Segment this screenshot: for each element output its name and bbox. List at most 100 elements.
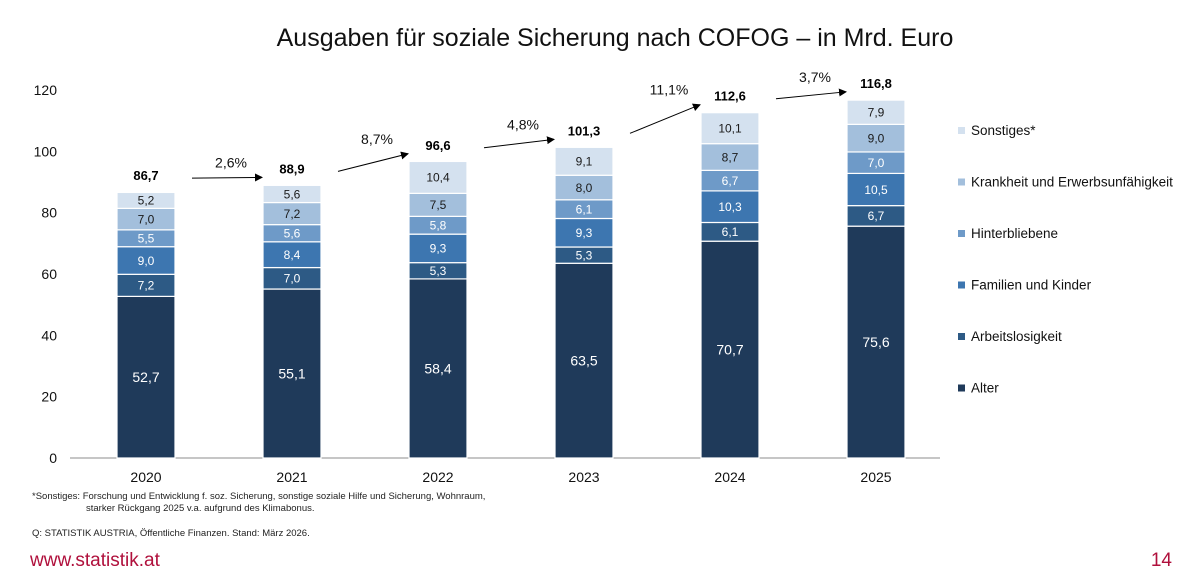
legend-label: Alter bbox=[971, 381, 999, 396]
legend-label: Sonstiges* bbox=[971, 123, 1036, 138]
chart-title: Ausgaben für soziale Sicherung nach COFO… bbox=[276, 24, 954, 52]
y-tick-label: 60 bbox=[41, 266, 57, 282]
x-tick-label: 2023 bbox=[568, 469, 599, 485]
y-tick-label: 100 bbox=[34, 143, 58, 159]
legend-swatch bbox=[958, 127, 965, 134]
total-label: 116,8 bbox=[860, 76, 892, 91]
segment-label: 7,5 bbox=[430, 198, 447, 212]
segment-label: 8,0 bbox=[576, 181, 593, 195]
footnote: *Sonstiges: Forschung und Entwicklung f.… bbox=[32, 491, 485, 515]
segment-label: 10,4 bbox=[426, 171, 450, 185]
x-tick-label: 2021 bbox=[276, 469, 307, 485]
y-tick-label: 120 bbox=[34, 82, 58, 98]
legend-swatch bbox=[958, 333, 965, 340]
segment-label: 5,6 bbox=[284, 227, 301, 241]
segment-label: 7,2 bbox=[284, 207, 301, 221]
legend: Sonstiges* Krankheit und Erwerbsunfähigke… bbox=[958, 123, 1173, 396]
bar-segment bbox=[846, 172, 906, 207]
total-label: 101,3 bbox=[568, 123, 601, 138]
segment-label: 9,1 bbox=[576, 155, 593, 169]
total-label: 88,9 bbox=[279, 161, 304, 176]
y-tick-label: 0 bbox=[49, 450, 57, 466]
bar-segment bbox=[846, 123, 906, 153]
footnote-line-1: *Sonstiges: Forschung und Entwicklung f.… bbox=[32, 491, 486, 502]
growth-arrow bbox=[483, 136, 555, 149]
x-tick-label: 2024 bbox=[714, 469, 745, 485]
bar-segment bbox=[700, 190, 760, 224]
growth-label: 3,7% bbox=[799, 69, 831, 85]
bar-segment bbox=[262, 288, 322, 459]
segment-label: 7,0 bbox=[138, 212, 155, 226]
segment-label: 52,7 bbox=[132, 369, 159, 385]
segment-label: 7,0 bbox=[284, 272, 301, 286]
legend-swatch bbox=[958, 384, 965, 392]
growth-label: 11,1% bbox=[650, 82, 689, 98]
segment-label: 63,5 bbox=[570, 353, 597, 369]
segment-label: 5,3 bbox=[576, 248, 593, 262]
total-label: 86,7 bbox=[133, 168, 158, 183]
segment-label: 6,1 bbox=[722, 225, 739, 239]
bar-segment bbox=[700, 112, 760, 145]
segment-label: 5,2 bbox=[138, 194, 155, 208]
growth-label: 2,6% bbox=[215, 154, 247, 170]
x-tick-label: 2020 bbox=[130, 469, 161, 485]
y-tick-label: 20 bbox=[41, 389, 57, 405]
segment-label: 6,7 bbox=[722, 174, 739, 188]
total-label: 112,6 bbox=[714, 89, 746, 104]
total-label: 96,6 bbox=[425, 138, 450, 153]
y-tick-label: 40 bbox=[41, 327, 57, 343]
axis-layer: 0 20 40 60 80 100 120 2020 2021 2022 2023 2024 2025 bbox=[34, 82, 940, 485]
growth-arrow bbox=[775, 88, 847, 100]
website-link[interactable]: www.statistik.at bbox=[30, 550, 160, 571]
segment-label: 7,0 bbox=[868, 156, 885, 170]
bar-segment bbox=[554, 217, 614, 248]
segment-label: 10,3 bbox=[718, 200, 742, 214]
bar-segment bbox=[554, 262, 614, 459]
segment-label: 6,7 bbox=[868, 209, 885, 223]
legend-swatch bbox=[958, 178, 965, 186]
bar-segment bbox=[408, 278, 468, 459]
segment-label: 9,3 bbox=[576, 226, 593, 240]
bar-segment bbox=[846, 99, 906, 125]
bar-segment bbox=[700, 240, 760, 459]
growth-label: 4,8% bbox=[507, 116, 539, 132]
x-tick-label: 2025 bbox=[860, 469, 891, 485]
source-note: Q: STATISTIK AUSTRIA, Öffentliche Finanz… bbox=[32, 528, 310, 539]
growth-label: 8,7% bbox=[361, 131, 393, 147]
segment-label: 9,0 bbox=[138, 254, 155, 268]
segment-label: 5,8 bbox=[430, 219, 447, 233]
labels-layer: 52,7 7,2 9,0 5,5 7,0 5,2 86,7 55,1 7,0 8,4 5,6 7,2 5… bbox=[132, 69, 892, 385]
legend-swatch bbox=[958, 230, 965, 237]
bar-segment bbox=[262, 184, 322, 204]
bars-layer bbox=[116, 99, 906, 459]
legend-label: Familien und Kinder bbox=[971, 278, 1092, 293]
bar-segment bbox=[116, 295, 176, 459]
segment-label: 7,9 bbox=[868, 106, 885, 120]
segment-label: 5,6 bbox=[284, 187, 301, 201]
bar-segment bbox=[116, 191, 176, 209]
segment-label: 6,1 bbox=[576, 202, 593, 216]
legend-label: Krankheit und Erwerbsunfähigkeit bbox=[971, 175, 1173, 190]
segment-label: 8,4 bbox=[284, 248, 301, 262]
bar-segment bbox=[554, 174, 614, 201]
growth-arrow bbox=[337, 151, 409, 172]
legend-label: Arbeitslosigkeit bbox=[971, 329, 1062, 344]
legend-swatch bbox=[958, 281, 965, 289]
segment-label: 8,7 bbox=[722, 150, 739, 164]
bar-segment bbox=[116, 246, 176, 275]
segment-label: 5,3 bbox=[430, 264, 447, 278]
bar-segment bbox=[554, 146, 614, 176]
segment-label: 58,4 bbox=[424, 360, 451, 376]
growth-arrow bbox=[629, 103, 701, 134]
page-number: 14 bbox=[1150, 550, 1172, 571]
growth-arrow bbox=[191, 173, 263, 182]
footnote-line-2: starker Rückgang 2025 v.a. aufgrund des … bbox=[86, 503, 315, 514]
segment-label: 70,7 bbox=[716, 342, 743, 358]
bar-segment bbox=[846, 225, 906, 459]
segment-label: 9,3 bbox=[430, 242, 447, 256]
segment-label: 10,1 bbox=[718, 122, 742, 136]
segment-label: 55,1 bbox=[278, 366, 305, 382]
segment-label: 10,5 bbox=[864, 183, 888, 197]
legend-label: Hinterbliebene bbox=[971, 226, 1058, 241]
